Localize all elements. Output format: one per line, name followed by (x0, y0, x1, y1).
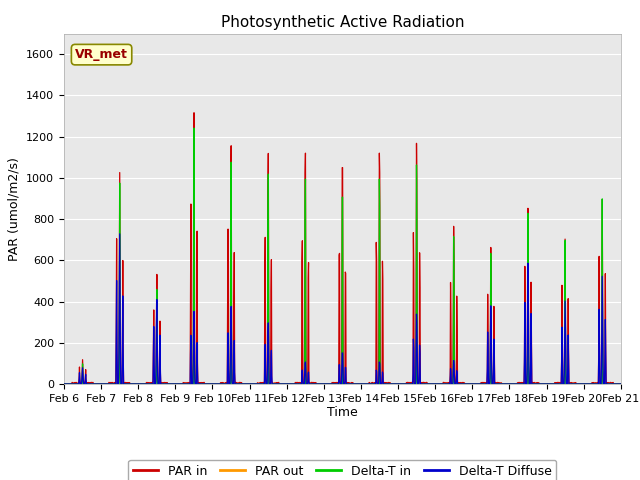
Legend: PAR in, PAR out, Delta-T in, Delta-T Diffuse: PAR in, PAR out, Delta-T in, Delta-T Dif… (129, 460, 556, 480)
Title: Photosynthetic Active Radiation: Photosynthetic Active Radiation (221, 15, 464, 30)
Text: VR_met: VR_met (75, 48, 128, 61)
X-axis label: Time: Time (327, 407, 358, 420)
Y-axis label: PAR (umol/m2/s): PAR (umol/m2/s) (8, 157, 20, 261)
